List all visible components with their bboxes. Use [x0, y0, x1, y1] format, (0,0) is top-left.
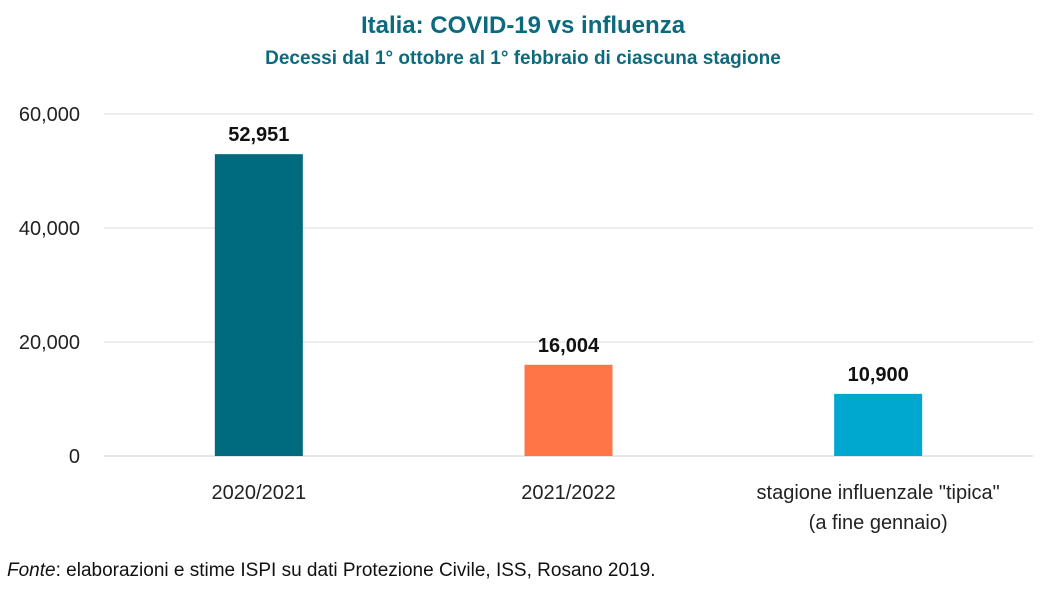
x-tick-label-2-line-1: (a fine gennaio): [809, 512, 948, 534]
y-tick-label-3: 60,000: [19, 104, 80, 126]
bar-2: [834, 393, 923, 456]
source-prefix: Fonte: [7, 560, 56, 581]
source-note: Fonte: elaborazioni e stime ISPI su dati…: [7, 560, 655, 582]
y-tick-label-0: 0: [69, 446, 80, 468]
y-tick-label-2: 40,000: [19, 218, 80, 240]
bar-1: [524, 364, 613, 456]
value-label-2: 10,900: [848, 364, 909, 386]
y-tick-label-1: 20,000: [19, 332, 80, 354]
source-text: : elaborazioni e stime ISPI su dati Prot…: [55, 560, 656, 581]
x-axis: 2020/2021 2021/2022 stagione influenzale "…: [212, 482, 1000, 534]
x-tick-label-1: 2021/2022: [521, 482, 616, 504]
x-tick-label-2: stagione influenzale "tipica": [757, 482, 1000, 504]
y-axis: 0 20,000 40,000 60,000: [19, 104, 80, 468]
chart-subtitle: Decessi dal 1° ottobre al 1° febbraio di…: [265, 48, 781, 69]
bar-0: [214, 154, 303, 456]
value-labels: 52,951 16,004 10,900: [228, 124, 909, 386]
bars: [214, 154, 923, 456]
chart-title: Italia: COVID-19 vs influenza: [360, 12, 686, 39]
value-label-1: 16,004: [538, 335, 600, 357]
value-label-0: 52,951: [228, 124, 289, 146]
x-tick-label-0: 2020/2021: [212, 482, 307, 504]
